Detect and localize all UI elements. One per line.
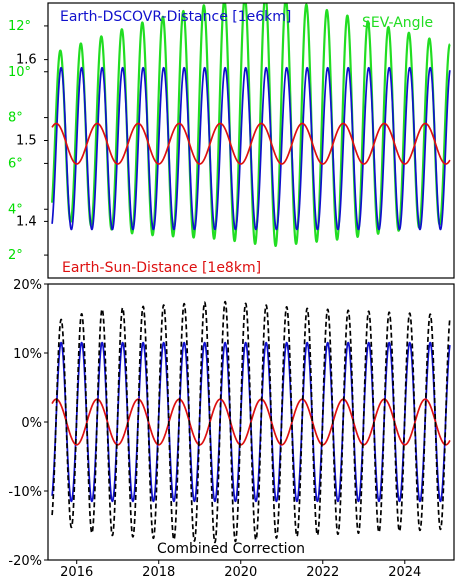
bottom-x-ticks: 2016 2018 2020 2022 2024 xyxy=(60,560,421,580)
bottom-x-tick-label: 2022 xyxy=(306,565,339,580)
dscovr-annotation: Earth-DSCOVR-Distance [1e6km] xyxy=(60,9,291,25)
top-outer-tick-label: 8° xyxy=(8,111,23,126)
top-inner-tick-label: 1.5 xyxy=(16,134,37,149)
top-series-sev-angle xyxy=(51,3,451,248)
top-series-earth-sun-distance xyxy=(51,122,451,165)
bottom-x-tick-label: 2018 xyxy=(142,565,175,580)
bottom-x-tick-label: 2020 xyxy=(224,565,257,580)
bottom-series-combined-correction xyxy=(51,300,451,544)
bottom-series-sun-component xyxy=(51,398,451,446)
top-series-earth-dscovr-distance xyxy=(51,66,451,231)
top-outer-tick-label: 6° xyxy=(8,156,23,171)
bottom-series-group xyxy=(51,300,451,544)
bottom-x-tick-label: 2016 xyxy=(60,565,93,580)
sun-annotation: Earth-Sun-Distance [1e8km] xyxy=(62,260,261,276)
top-series-group xyxy=(51,3,451,248)
top-inner-tick-label: 1.6 xyxy=(16,53,37,68)
bottom-y-tick-label: -20% xyxy=(8,554,42,569)
top-inner-tick-label: 1.4 xyxy=(16,214,37,229)
top-outer-tick-label: 12° xyxy=(8,19,31,34)
bottom-y-tick-label: 20% xyxy=(13,278,42,293)
bottom-y-tick-label: 10% xyxy=(13,347,42,362)
bottom-y-ticks: -20% -10% 0% 10% 20% xyxy=(8,278,48,569)
bottom-x-tick-label: 2024 xyxy=(388,565,421,580)
top-outer-tick-label: 10° xyxy=(8,65,31,80)
sev-annotation: SEV-Angle xyxy=(362,15,433,31)
top-outer-tick-label: 4° xyxy=(8,202,23,217)
top-panel: 2° 4° 6° 8° 10° 12° 1.4 1.5 1.6 Earth-DSCOVR-Dis… xyxy=(8,2,455,279)
top-outer-tick-label: 2° xyxy=(8,248,23,263)
combined-correction-annotation: Combined Correction xyxy=(157,541,305,557)
bottom-y-tick-label: 0% xyxy=(21,416,42,431)
bottom-y-tick-label: -10% xyxy=(8,485,42,500)
top-y-ticks: 2° 4° 6° 8° 10° 12° 1.4 1.5 1.6 xyxy=(8,19,48,263)
bottom-panel: -20% -10% 0% 10% 20% 2016 2018 2020 2022 2024 Co… xyxy=(8,278,455,580)
